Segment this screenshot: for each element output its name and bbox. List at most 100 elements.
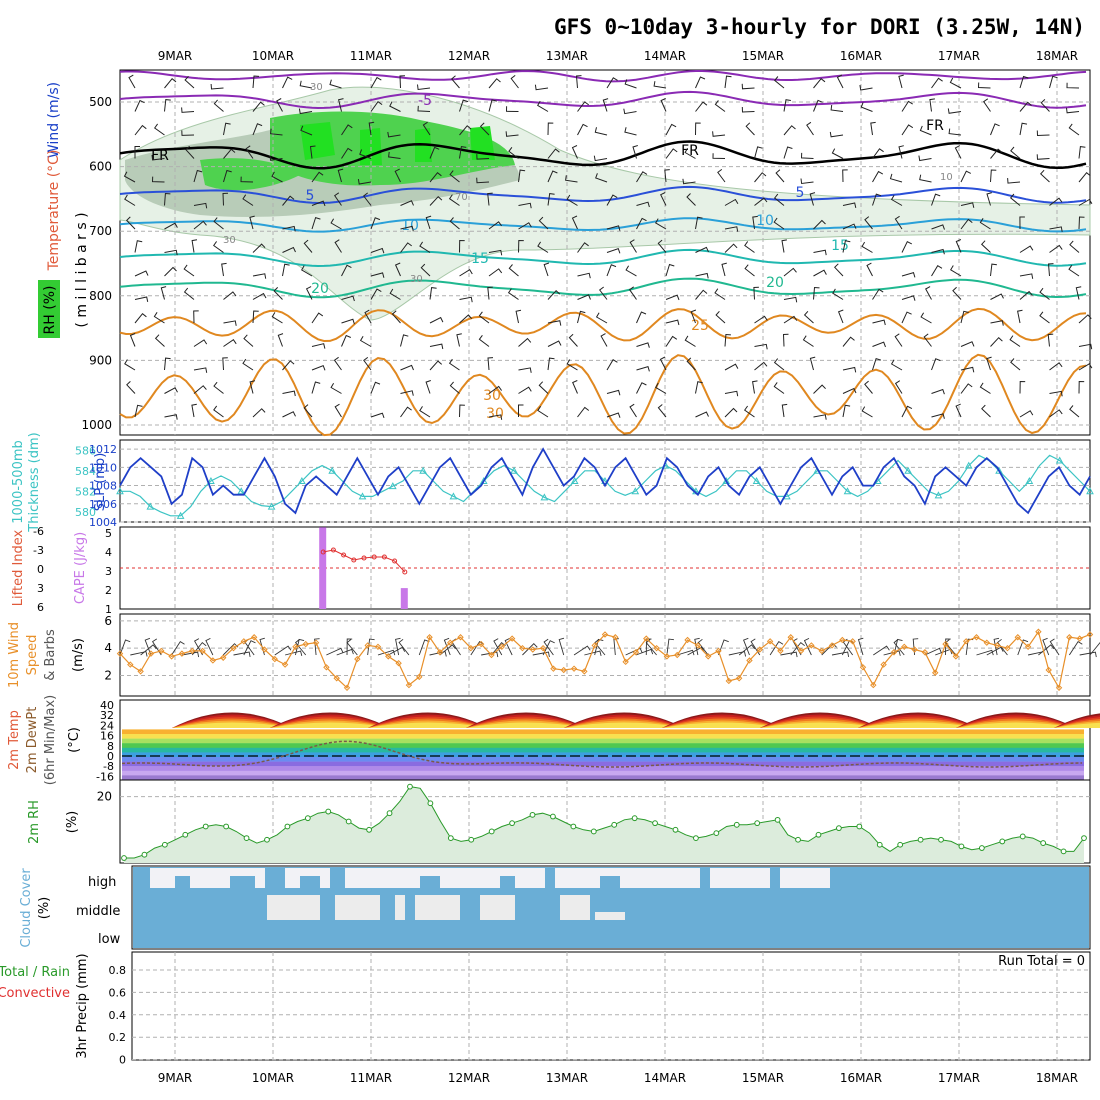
thickness-tick-label: 580 [75, 506, 96, 519]
wind-barb [370, 101, 383, 112]
wind-barb [948, 128, 962, 136]
wind-barb [370, 288, 382, 300]
surface-wind-barb [493, 638, 503, 656]
wind-barb [181, 107, 195, 113]
wind-barb [370, 247, 385, 254]
wind-barb [459, 239, 465, 253]
wind-barb [368, 121, 375, 136]
wind-marker [189, 647, 196, 655]
wind-barb [842, 336, 855, 347]
wind-barb [842, 366, 857, 373]
slp-label: SLP (mb) [93, 453, 108, 512]
wind-marker [385, 653, 392, 660]
contour-line [119, 353, 1087, 437]
thickness-marker [510, 466, 518, 474]
wind-tick-label: 6 [104, 614, 112, 628]
rh-marker [550, 813, 556, 820]
wind-barb [752, 215, 758, 230]
wind-barb [842, 169, 848, 183]
thickness-marker [964, 461, 973, 469]
wind-barb [960, 341, 975, 347]
wind-barb [593, 155, 608, 162]
wind-axis: 6 4 2 [104, 614, 112, 683]
lifted-marker [381, 554, 387, 560]
rh-marker [141, 851, 148, 858]
wind-barb [538, 216, 549, 230]
wind-barb [449, 381, 460, 394]
wind-marker [199, 647, 206, 655]
slp-thickness-panel: 586 584 582 580 1012 1010 1008 1006 1004 1000-50… [11, 432, 1094, 533]
surface-wind-barb [346, 639, 358, 656]
wind-barb [223, 148, 236, 159]
wind-barb [1039, 287, 1050, 300]
temp-tick-label: -16 [96, 770, 114, 783]
cape-tick-label: 1 [105, 603, 112, 616]
wind-barb [950, 265, 962, 277]
temp-hump [662, 722, 782, 728]
wind-barb [931, 248, 945, 255]
thickness-marker [570, 476, 579, 484]
wind-barb [813, 219, 826, 230]
high-cloud-block [300, 876, 320, 888]
wind-barb [518, 222, 532, 230]
wind-barb [183, 287, 195, 300]
wind-barb [1010, 358, 1021, 371]
surface-wind-barb [443, 637, 451, 656]
surface-wind-barb [481, 651, 499, 658]
wind-barb [547, 357, 555, 371]
wind-barb [124, 194, 136, 206]
thickness-marker [267, 502, 276, 510]
wind-marker [519, 644, 526, 652]
wind-barb [311, 216, 321, 230]
rh-marker [631, 815, 638, 822]
wind-barb [518, 202, 532, 209]
surface-wind-barb [542, 640, 555, 656]
high-cloud-block [175, 876, 190, 888]
wind-barb [577, 310, 586, 324]
wind-barb [566, 194, 578, 206]
wind-barb [1049, 390, 1063, 397]
wind-barb [1019, 122, 1028, 136]
wind-marker [178, 650, 186, 657]
wind-barb [565, 175, 578, 183]
wind-barb [419, 241, 431, 253]
wind-marker [498, 643, 506, 651]
contour-line [119, 248, 1087, 268]
surface-wind-barb [243, 640, 256, 656]
wind-barb [337, 98, 344, 112]
wind-barb [872, 319, 886, 326]
wind-barb [773, 76, 785, 89]
wind-marker [116, 650, 124, 657]
wind-barb [606, 247, 621, 254]
wind-barb [456, 333, 462, 347]
wind-barb [425, 215, 432, 230]
wind-marker [643, 635, 650, 642]
rh-marker [1019, 833, 1026, 840]
wind-barb [894, 380, 903, 394]
surface-wind-barb [346, 638, 353, 656]
mid-cloud-gap [560, 895, 590, 920]
rh-markers [121, 783, 1087, 861]
wind-barb [773, 193, 785, 206]
wind-barb [547, 193, 555, 206]
surface-wind-barb [944, 639, 957, 656]
rh-contour-label: 70 [455, 192, 468, 203]
wind-barb [931, 358, 941, 371]
surface-wind-barb [504, 637, 513, 656]
wind-barb [800, 178, 814, 185]
top-date-label: 10MAR [252, 49, 294, 63]
wind-barb [861, 241, 873, 253]
temp-band [122, 743, 1084, 748]
temp-hump [270, 722, 390, 728]
precip-panel: 0.8 0.6 0.4 0.2 0 Run Total = 0 Total / Rain… [0, 951, 1091, 1067]
thickness-marker [540, 493, 549, 501]
rh-axis-label: RH (%) [42, 286, 58, 335]
rh-marker [733, 821, 740, 828]
wind-barb [252, 123, 263, 136]
thickness-marker [116, 487, 124, 495]
temp-tick-label: 32 [100, 709, 114, 722]
wind-barb [695, 101, 708, 112]
cape-bar [400, 588, 408, 609]
surface-wind-barb [1079, 651, 1097, 658]
wind-barb [164, 249, 178, 256]
